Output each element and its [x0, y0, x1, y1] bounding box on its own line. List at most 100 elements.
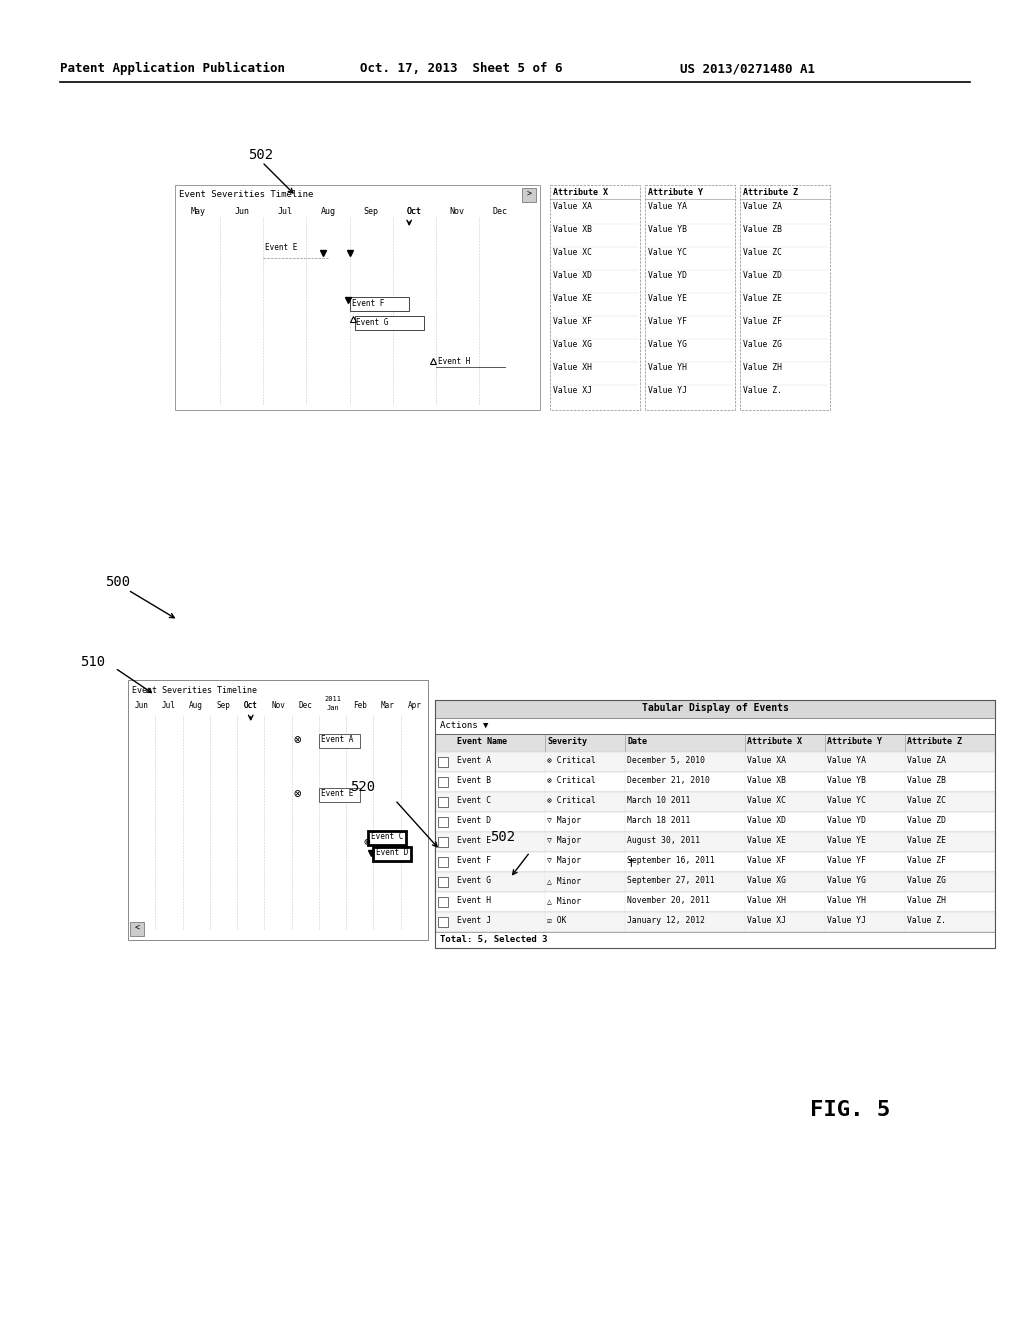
Text: Value YA: Value YA: [648, 202, 687, 211]
Bar: [435, 932, 995, 948]
Text: September 27, 2011: September 27, 2011: [627, 876, 715, 884]
Text: Value YH: Value YH: [827, 896, 866, 906]
Text: Value XC: Value XC: [553, 248, 592, 257]
Text: Value YF: Value YF: [648, 317, 687, 326]
Text: Tabular Display of Events: Tabular Display of Events: [642, 704, 788, 713]
Text: Sep: Sep: [364, 207, 379, 216]
Text: Jan: Jan: [327, 705, 339, 711]
Text: Value ZF: Value ZF: [907, 855, 946, 865]
Text: Event F: Event F: [351, 298, 384, 308]
Text: March 18 2011: March 18 2011: [627, 816, 690, 825]
Bar: [438, 797, 449, 807]
Bar: [740, 185, 830, 411]
Text: ⊗ Critical: ⊗ Critical: [547, 796, 596, 805]
Text: Value ZH: Value ZH: [743, 363, 782, 372]
Text: Oct: Oct: [407, 207, 422, 216]
Text: †: †: [627, 857, 634, 867]
Bar: [175, 185, 540, 411]
Text: Event F: Event F: [457, 855, 492, 865]
Text: Aug: Aug: [321, 207, 336, 216]
Text: Attribute Y: Attribute Y: [648, 187, 703, 197]
Text: Value Z.: Value Z.: [907, 916, 946, 925]
Text: Mar: Mar: [380, 701, 394, 710]
Text: Value YE: Value YE: [827, 836, 866, 845]
Bar: [369, 830, 406, 845]
Text: ▽ Major: ▽ Major: [547, 836, 582, 845]
Text: Date: Date: [627, 737, 647, 746]
Bar: [435, 851, 995, 873]
Text: Value ZA: Value ZA: [743, 202, 782, 211]
Text: September 16, 2011: September 16, 2011: [627, 855, 715, 865]
Text: Value Z.: Value Z.: [743, 385, 782, 395]
Text: Value XG: Value XG: [553, 341, 592, 348]
Text: Value YB: Value YB: [827, 776, 866, 785]
Text: Attribute Y: Attribute Y: [827, 737, 882, 746]
Text: Nov: Nov: [450, 207, 465, 216]
Text: November 20, 2011: November 20, 2011: [627, 896, 710, 906]
Bar: [438, 817, 449, 828]
Text: Value ZF: Value ZF: [743, 317, 782, 326]
Text: Value XB: Value XB: [746, 776, 786, 785]
Bar: [374, 846, 411, 861]
Text: Value ZC: Value ZC: [907, 796, 946, 805]
Text: Event B: Event B: [457, 776, 492, 785]
Text: Oct: Oct: [244, 701, 258, 710]
Text: Value ZD: Value ZD: [907, 816, 946, 825]
Text: March 10 2011: March 10 2011: [627, 796, 690, 805]
Text: Value ZG: Value ZG: [743, 341, 782, 348]
Text: Value YD: Value YD: [648, 271, 687, 280]
Text: ⊗ Critical: ⊗ Critical: [547, 756, 596, 766]
Text: Value XE: Value XE: [553, 294, 592, 304]
Text: Oct. 17, 2013  Sheet 5 of 6: Oct. 17, 2013 Sheet 5 of 6: [360, 62, 562, 75]
Bar: [435, 873, 995, 892]
Text: ☑ OK: ☑ OK: [547, 916, 566, 925]
Text: Value ZB: Value ZB: [907, 776, 946, 785]
Bar: [645, 185, 735, 411]
Text: ⊗: ⊗: [364, 837, 371, 846]
Text: Value YH: Value YH: [648, 363, 687, 372]
Bar: [438, 917, 449, 927]
Text: Value XD: Value XD: [746, 816, 786, 825]
Text: Value YA: Value YA: [827, 756, 866, 766]
Text: 510: 510: [80, 655, 105, 669]
Text: Event Name: Event Name: [457, 737, 507, 746]
Text: Apr: Apr: [408, 701, 421, 710]
Text: Event H: Event H: [457, 896, 492, 906]
Text: ⊗ Critical: ⊗ Critical: [547, 776, 596, 785]
Text: Value YB: Value YB: [648, 224, 687, 234]
Text: Value XE: Value XE: [746, 836, 786, 845]
Bar: [435, 718, 995, 734]
Bar: [130, 921, 144, 936]
Text: Event D: Event D: [376, 847, 409, 857]
Text: December 5, 2010: December 5, 2010: [627, 756, 705, 766]
Text: Value ZC: Value ZC: [743, 248, 782, 257]
Text: Value YJ: Value YJ: [827, 916, 866, 925]
Text: Value YE: Value YE: [648, 294, 687, 304]
Text: Value XA: Value XA: [746, 756, 786, 766]
Text: Value ZG: Value ZG: [907, 876, 946, 884]
Text: Oct: Oct: [407, 207, 422, 216]
Bar: [318, 788, 359, 801]
Text: Value ZH: Value ZH: [907, 896, 946, 906]
Text: △ Minor: △ Minor: [547, 876, 582, 884]
Text: Event C: Event C: [371, 832, 403, 841]
Text: December 21, 2010: December 21, 2010: [627, 776, 710, 785]
Text: Value ZB: Value ZB: [743, 224, 782, 234]
Text: Feb: Feb: [353, 701, 367, 710]
Text: Attribute Z: Attribute Z: [907, 737, 962, 746]
Text: Event E: Event E: [457, 836, 492, 845]
Bar: [438, 837, 449, 847]
Text: >: >: [526, 190, 531, 199]
Text: Sep: Sep: [216, 701, 230, 710]
Text: Value ZD: Value ZD: [743, 271, 782, 280]
Bar: [435, 700, 995, 948]
Text: Nov: Nov: [271, 701, 285, 710]
Text: August 30, 2011: August 30, 2011: [627, 836, 700, 845]
Bar: [438, 857, 449, 867]
Bar: [438, 777, 449, 787]
Bar: [435, 812, 995, 832]
Bar: [435, 792, 995, 812]
Text: Event Severities Timeline: Event Severities Timeline: [132, 686, 257, 696]
Text: Patent Application Publication: Patent Application Publication: [60, 62, 285, 75]
Bar: [435, 752, 995, 772]
